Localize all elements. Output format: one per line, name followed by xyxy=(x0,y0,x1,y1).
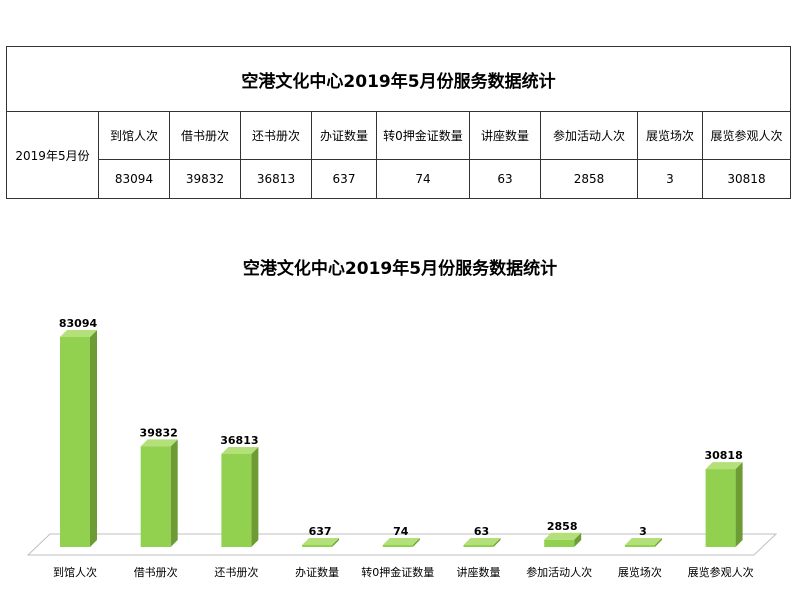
bar-side xyxy=(493,538,501,547)
bar-side xyxy=(574,532,582,547)
x-tick-label: 到馆人次 xyxy=(53,565,97,579)
table-cell: 30818 xyxy=(702,159,791,199)
x-tick-label: 借书册次 xyxy=(134,565,178,579)
data-label: 36813 xyxy=(220,434,258,447)
data-label: 39832 xyxy=(140,426,178,439)
bar-top xyxy=(624,538,662,545)
bar-side xyxy=(332,538,340,547)
column-header: 展览参观人次 xyxy=(702,111,791,160)
bar-side xyxy=(90,330,97,547)
data-label: 63 xyxy=(474,525,489,538)
bar xyxy=(140,446,171,547)
table-cell: 2858 xyxy=(540,159,638,199)
bar-side xyxy=(251,446,259,547)
bar-top xyxy=(463,538,501,545)
column-header: 参加活动人次 xyxy=(540,111,638,160)
column-header: 转0押金证数量 xyxy=(376,111,470,160)
x-tick-label: 讲座数量 xyxy=(457,565,501,579)
bar xyxy=(463,545,494,547)
data-label: 2858 xyxy=(547,520,578,533)
bar-top xyxy=(544,532,582,540)
bar xyxy=(221,453,252,547)
bar xyxy=(60,337,90,547)
table-cell: 83094 xyxy=(98,159,170,199)
bar xyxy=(302,545,333,547)
table-title: 空港文化中心2019年5月份服务数据统计 xyxy=(6,46,791,112)
bar xyxy=(544,539,575,547)
data-label: 83094 xyxy=(59,317,98,330)
bar-top xyxy=(140,439,178,447)
x-tick-label: 展览场次 xyxy=(618,565,662,579)
x-tick-label: 展览参观人次 xyxy=(688,565,754,579)
x-tick-label: 办证数量 xyxy=(295,566,339,579)
table-cell: 74 xyxy=(376,159,470,199)
bar xyxy=(382,545,413,547)
bar-side xyxy=(735,462,743,547)
bar-top xyxy=(221,446,259,454)
table-cell: 637 xyxy=(311,159,377,199)
table-row: 83094 39832 36813 637 74 63 2858 3 30818 xyxy=(7,159,791,199)
data-label: 637 xyxy=(309,525,332,538)
data-label: 74 xyxy=(393,525,409,538)
table-cell: 36813 xyxy=(240,159,312,199)
bar-side xyxy=(412,538,420,547)
column-header: 借书册次 xyxy=(169,111,241,160)
x-tick-label: 参加活动人次 xyxy=(526,565,592,579)
bar xyxy=(624,545,655,547)
x-tick-label: 还书册次 xyxy=(214,565,258,579)
bar-side xyxy=(654,538,662,547)
chart-title: 空港文化中心2019年5月份服务数据统计 xyxy=(242,259,558,279)
bar-top xyxy=(302,538,340,545)
data-label: 30818 xyxy=(704,449,742,462)
bar-top xyxy=(705,462,743,470)
table-header-row: 2019年5月份 到馆人次 借书册次 还书册次 办证数量 转0押金证数量 讲座数… xyxy=(6,111,791,199)
column-header: 讲座数量 xyxy=(469,111,541,160)
bar xyxy=(705,469,736,547)
row-label: 2019年5月份 xyxy=(6,111,99,199)
data-label: 3 xyxy=(639,525,647,538)
x-tick-label: 转0押金证数量 xyxy=(361,565,434,579)
table-cell: 63 xyxy=(469,159,541,199)
bar-top xyxy=(60,330,97,337)
stats-table: 空港文化中心2019年5月份服务数据统计 2019年5月份 到馆人次 借书册次 … xyxy=(6,46,791,199)
bar-top xyxy=(382,538,420,545)
bar-side xyxy=(170,439,178,547)
column-header: 展览场次 xyxy=(637,111,703,160)
